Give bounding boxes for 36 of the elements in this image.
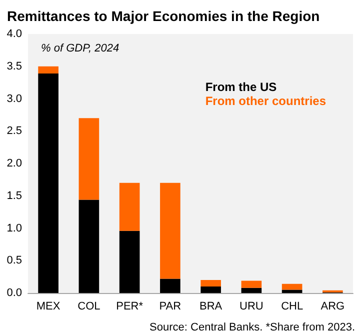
bar (119, 182, 140, 231)
bar (282, 284, 302, 290)
x-tick-label: MEX (36, 300, 61, 312)
y-tick-label: 1.5 (6, 190, 22, 202)
bar (200, 286, 221, 293)
bar (38, 74, 58, 293)
text: From other countries (205, 94, 326, 108)
y-tick-label: 1.0 (6, 222, 22, 234)
y-tick-label: 0.0 (6, 287, 22, 299)
bar (241, 288, 262, 293)
y-tick-label: 2.5 (6, 125, 22, 138)
bar (78, 200, 100, 293)
text: From the US (205, 80, 277, 94)
y-tick-label: 0.5 (6, 254, 22, 267)
source-note: Source: Central Banks. *Share from 2023. (150, 322, 356, 334)
x-tick-label: ARG (320, 300, 345, 312)
bar (160, 182, 180, 279)
y-tick-label: 2.0 (6, 158, 22, 170)
x-tick-label: PAR (159, 300, 182, 312)
y-tick-label: 3.0 (6, 92, 22, 105)
bar (241, 280, 262, 288)
x-tick-label: CHL (281, 300, 304, 312)
y-tick-label: 4.0 (6, 28, 22, 40)
bar (38, 66, 58, 74)
bar (282, 290, 302, 293)
x-tick-label: PER* (116, 300, 144, 312)
x-tick-label: COL (78, 300, 100, 312)
y-tick-label: 3.5 (6, 60, 22, 72)
x-tick-label: URU (240, 300, 264, 312)
bar (160, 278, 180, 293)
x-tick-label: BRA (200, 300, 223, 312)
bar (78, 118, 100, 200)
chart-title: Remittances to Major Economies in the Region (7, 8, 320, 24)
bar (119, 230, 140, 293)
bar (200, 280, 221, 287)
text: % of GDP, 2024 (41, 42, 120, 54)
